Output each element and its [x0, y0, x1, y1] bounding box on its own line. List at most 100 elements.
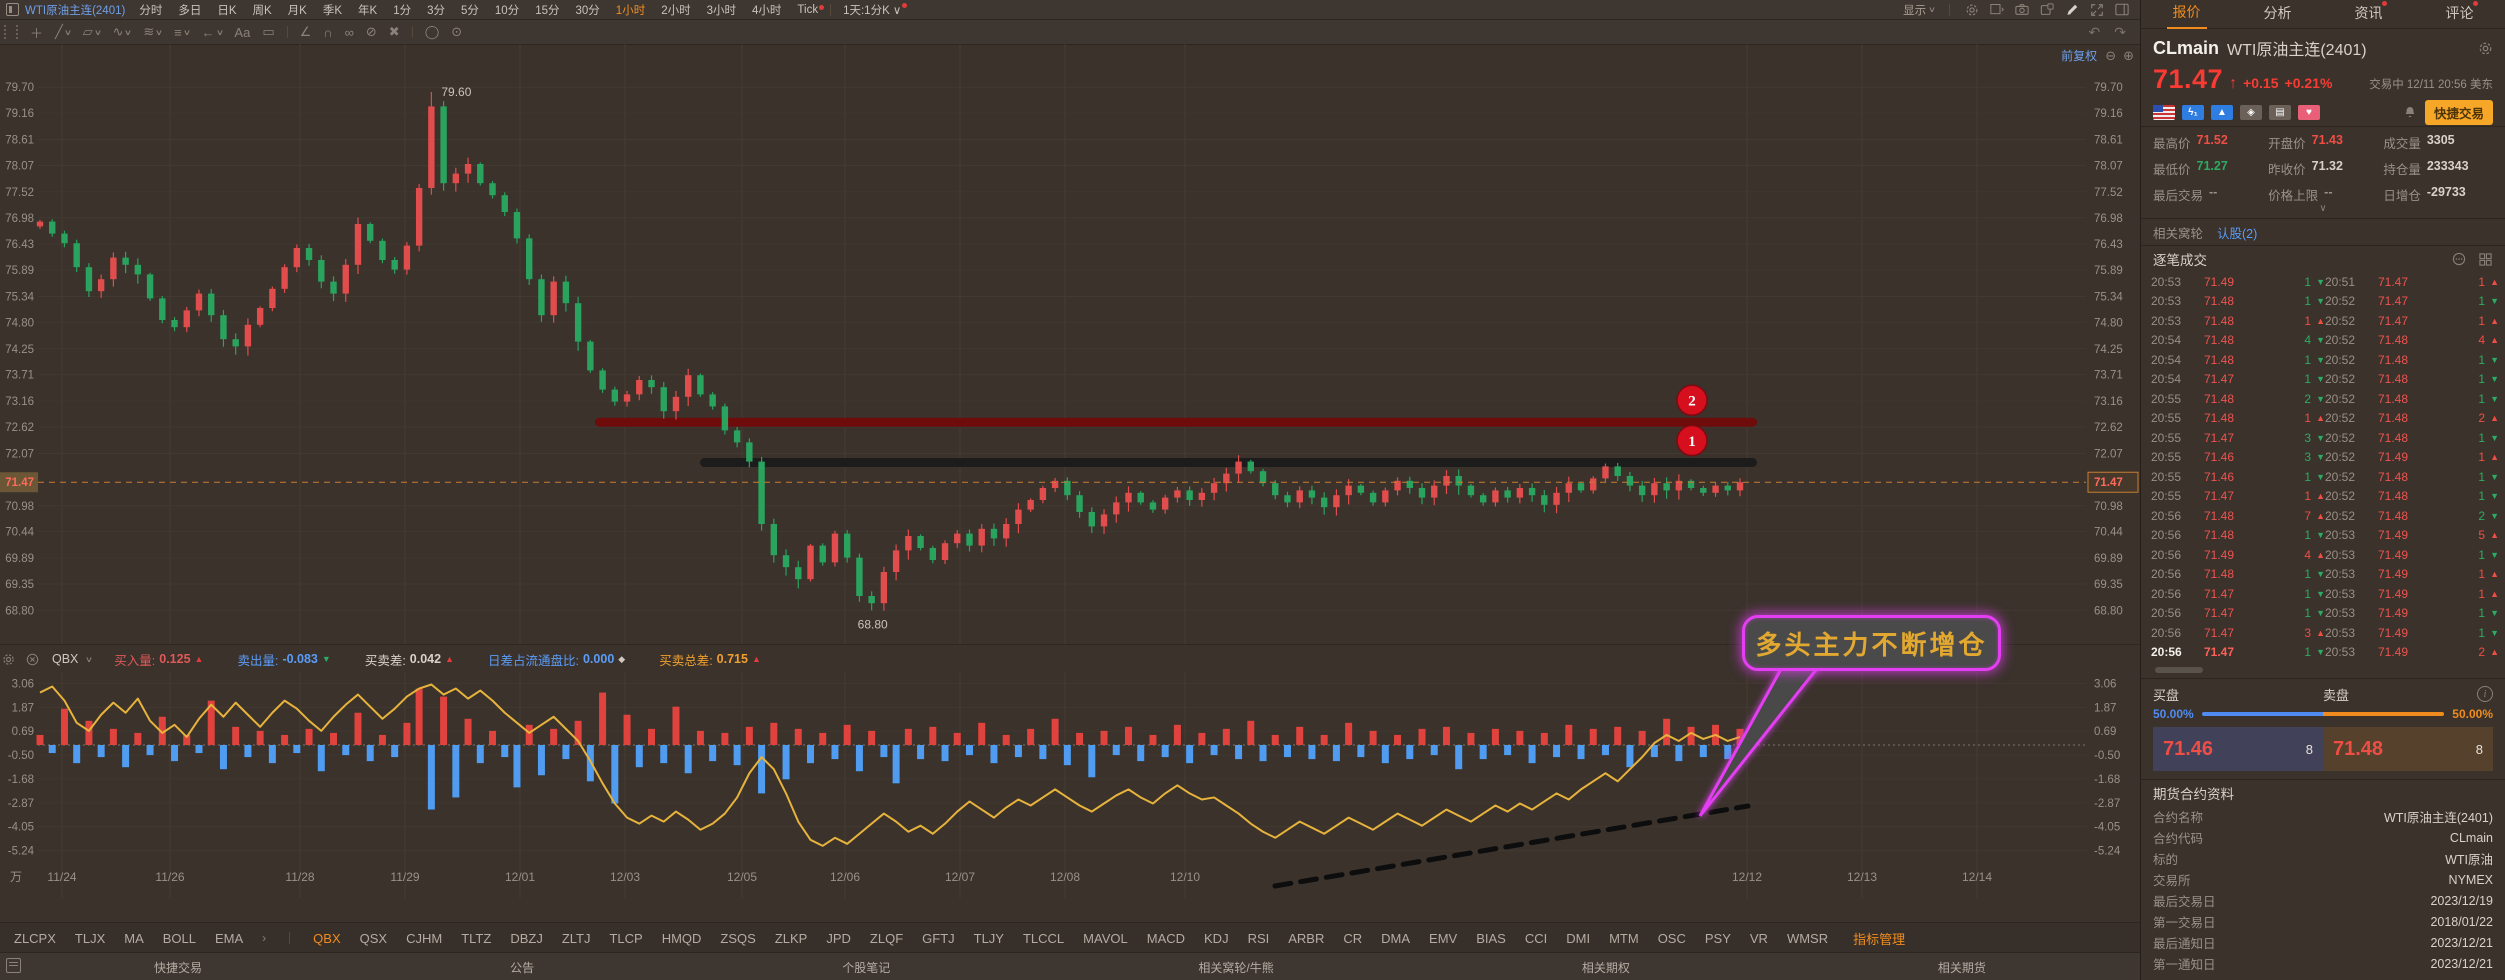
zoom-in-icon[interactable]: ⊕: [2123, 47, 2134, 63]
trade-row[interactable]: 20:53 71.49 1 ▼: [2325, 547, 2499, 562]
trade-row[interactable]: 20:51 71.47 1 ▲: [2325, 274, 2499, 289]
trade-row[interactable]: 20:53 71.49 1 ▲: [2325, 586, 2499, 601]
trades-grid-icon[interactable]: [2477, 251, 2493, 267]
trend-line-icon[interactable]: ╱ ∨: [55, 24, 72, 39]
bottom-tab[interactable]: 相关期货: [1937, 960, 1986, 975]
arrow-icon[interactable]: ← ∨: [201, 24, 224, 40]
timeframe-月K[interactable]: 月K: [287, 4, 307, 17]
trade-row[interactable]: 20:52 71.48 2 ▲: [2325, 411, 2499, 426]
flow-subchart[interactable]: 3.06 3.06 1.87 1.87 0.69 0.69 -0.50 -0.50 -1.68 -…: [0, 672, 2140, 922]
indicator-name[interactable]: QBX: [52, 652, 79, 666]
indicator-tab-tljx[interactable]: TLJX: [74, 930, 106, 946]
indicator-manage-button[interactable]: 指标管理: [1853, 931, 1906, 947]
trade-row[interactable]: 20:56 71.47 1 ▼: [2151, 586, 2325, 601]
indicator-tab-tlccl[interactable]: TLCCL: [1022, 930, 1065, 946]
bottom-tab[interactable]: 相关期权: [1581, 960, 1630, 975]
trades-scrollbar[interactable]: [2155, 667, 2203, 673]
bottom-tab[interactable]: 快捷交易: [154, 960, 203, 975]
note-icon[interactable]: ▤: [2269, 104, 2291, 120]
adjust-mode-label[interactable]: 前复权: [2061, 49, 2098, 63]
quote-settings-icon[interactable]: [2477, 40, 2493, 56]
pencil-icon[interactable]: [2064, 2, 2080, 18]
indicator-close-icon[interactable]: [24, 651, 40, 667]
timeframe-日K[interactable]: 日K: [217, 4, 237, 17]
trade-row[interactable]: 20:53 71.49 1 ▼: [2325, 606, 2499, 621]
heart-icon[interactable]: ♥: [2298, 104, 2320, 120]
trade-row[interactable]: 20:56 71.47 1 ▼: [2151, 645, 2325, 660]
indicator-tab-cjhm[interactable]: CJHM: [406, 930, 443, 946]
timeframe-1天:1分K[interactable]: 1天:1分K ∨: [835, 2, 909, 18]
trade-row[interactable]: 20:52 71.48 1 ▼: [2325, 430, 2499, 445]
timeframe-10分[interactable]: 10分: [494, 4, 520, 17]
timeframe-3小时[interactable]: 3小时: [706, 4, 737, 17]
tick-trade-list[interactable]: 20:53 71.49 1 ▼ 20:53 71.48 1 ▼ 20:53 71.48 1 ▲ 20:5…: [2141, 272, 2505, 662]
indicator-caret-icon[interactable]: ∨: [85, 654, 94, 664]
indicator-tab-dbzj[interactable]: DBZJ: [510, 930, 543, 946]
tag-icon[interactable]: ◈: [2240, 104, 2262, 120]
trades-more-icon[interactable]: [2451, 251, 2467, 267]
trade-row[interactable]: 20:53 71.48 1 ▲: [2151, 313, 2325, 328]
indicator-tab-dma[interactable]: DMA: [1381, 930, 1411, 946]
draw-settings-icon[interactable]: ⊙: [451, 24, 463, 39]
trade-row[interactable]: 20:53 71.48 1 ▼: [2151, 294, 2325, 309]
trade-row[interactable]: 20:55 71.48 2 ▼: [2151, 391, 2325, 406]
indicator-tab-zltj[interactable]: ZLTJ: [561, 930, 591, 946]
trade-row[interactable]: 20:52 71.48 1 ▼: [2325, 469, 2499, 484]
window-panel-icon[interactable]: [6, 3, 19, 16]
indicator-tab-psy[interactable]: PSY: [1704, 930, 1731, 946]
snapshot-icon[interactable]: [2039, 2, 2055, 18]
timeframe-分时[interactable]: 分时: [139, 4, 163, 17]
indicator-tab-macd[interactable]: MACD: [1146, 930, 1186, 946]
lightning-icon[interactable]: ϟ₁: [2182, 104, 2204, 120]
timeframe-Tick[interactable]: Tick: [789, 4, 826, 16]
trade-row[interactable]: 20:53 71.49 1 ▲: [2325, 567, 2499, 582]
indicator-tab-kdj[interactable]: KDJ: [1204, 930, 1229, 946]
indicator-tab-wmsr[interactable]: WMSR: [1786, 930, 1829, 946]
indicator-tab-tltz[interactable]: TLTZ: [461, 930, 492, 946]
camera-icon[interactable]: [2014, 2, 2030, 18]
trade-row[interactable]: 20:54 71.48 1 ▼: [2151, 352, 2325, 367]
text-tool-icon[interactable]: Aa: [234, 24, 251, 40]
trade-row[interactable]: 20:55 71.47 3 ▼: [2151, 430, 2325, 445]
trade-row[interactable]: 20:55 71.46 3 ▼: [2151, 450, 2325, 465]
alert-bell-icon[interactable]: [2402, 104, 2418, 120]
quick-trade-button[interactable]: 快捷交易: [2424, 99, 2493, 125]
indicator-settings-icon[interactable]: [0, 651, 16, 667]
warrants-link[interactable]: 认股(2): [2217, 226, 2258, 241]
indicator-tab-tljy[interactable]: TLJY: [973, 930, 1004, 946]
timeframe-3分[interactable]: 3分: [427, 4, 445, 17]
redo-icon[interactable]: ↷: [2114, 23, 2126, 40]
panel-right-icon[interactable]: [2114, 2, 2130, 18]
annotation-bubble[interactable]: 多头主力不断增仓: [1742, 615, 2001, 671]
wave-icon[interactable]: ∿ ∨: [112, 24, 133, 39]
expand-stats-chevron-icon[interactable]: ∨: [2319, 203, 2327, 214]
trade-row[interactable]: 20:54 71.47 1 ▼: [2151, 372, 2325, 387]
timeframe-1小时[interactable]: 1小时: [615, 4, 646, 17]
indicator-tab-osc[interactable]: OSC: [1657, 930, 1686, 946]
indicator-tab-ema[interactable]: EMA: [215, 930, 244, 946]
timeframe-1分[interactable]: 1分: [393, 4, 412, 17]
timeframe-多日[interactable]: 多日: [178, 4, 202, 17]
indicator-tab-cr[interactable]: CR: [1343, 930, 1363, 946]
indicator-tab-zlkp[interactable]: ZLKP: [774, 930, 808, 946]
toolbar-grip[interactable]: [4, 25, 18, 39]
indicator-tab-ma[interactable]: MA: [124, 930, 144, 946]
hide-draw-icon[interactable]: ⊘: [365, 24, 377, 39]
delete-draw-icon[interactable]: ✖: [388, 24, 400, 39]
timeframe-4小时[interactable]: 4小时: [752, 4, 782, 17]
comment-icon[interactable]: ▭: [262, 24, 275, 39]
trade-row[interactable]: 20:56 71.48 1 ▼: [2151, 528, 2325, 543]
channel-icon[interactable]: ≋ ∨: [143, 24, 164, 39]
move-icon[interactable]: ＋: [30, 25, 44, 41]
trade-row[interactable]: 20:54 71.48 4 ▼: [2151, 333, 2325, 348]
indicator-tab-hmqd[interactable]: HMQD: [661, 930, 702, 946]
candlestick-chart[interactable]: 79.70 79.70 79.16 79.16 78.61 78.61 78.07 78.07…: [0, 44, 2140, 644]
indicator-tab-cci[interactable]: CCI: [1524, 930, 1548, 946]
timeframe-15分[interactable]: 15分: [535, 4, 560, 17]
display-menu[interactable]: 显示 ∨: [1903, 4, 1937, 17]
indicator-tab-mtm[interactable]: MTM: [1609, 930, 1639, 946]
indicator-tab-tlcp[interactable]: TLCP: [609, 930, 643, 946]
trade-row[interactable]: 20:56 71.48 7 ▲: [2151, 508, 2325, 523]
magnet-icon[interactable]: ∩: [323, 24, 333, 40]
trade-row[interactable]: 20:52 71.48 1 ▼: [2325, 352, 2499, 367]
